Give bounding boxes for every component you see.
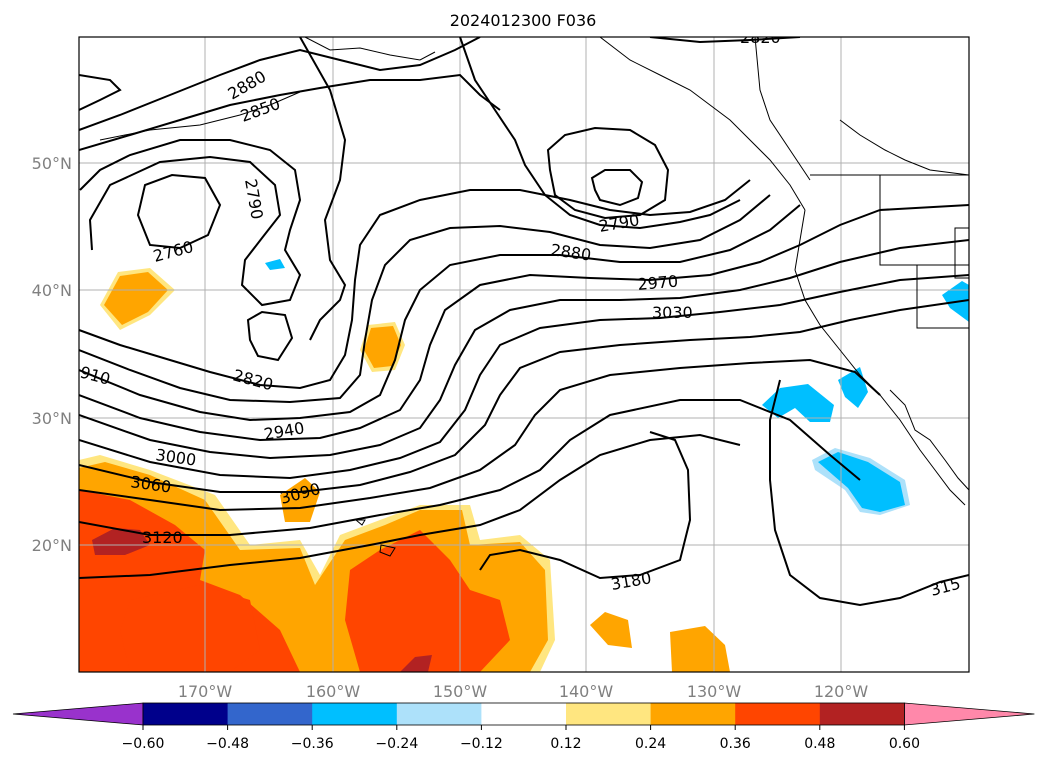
colorbar-segment [312, 703, 398, 725]
colorbar-tick-label: −0.24 [375, 736, 418, 752]
colorbar-tick-label: −0.48 [206, 736, 249, 752]
colorbar-tick-label: 0.12 [550, 736, 581, 752]
map-area: 2820 2880 2850 2790 2760 2790 2880 2970 … [79, 28, 969, 672]
colorbar-extend-max [904, 702, 1035, 726]
colorbar-tick-label: −0.36 [291, 736, 334, 752]
positive-anomaly-north [100, 268, 730, 672]
colorbar-segment [143, 703, 229, 725]
lon-label: 160°W [306, 682, 361, 701]
lat-label: 50°N [32, 154, 72, 173]
lon-label: 150°W [433, 682, 488, 701]
latitude-labels: 50°N 40°N 30°N 20°N [32, 154, 72, 555]
lon-label: 170°W [178, 682, 233, 701]
colorbar-segment [227, 703, 313, 725]
colorbar-tick-label: 0.48 [804, 736, 835, 752]
lon-label: 120°W [814, 682, 869, 701]
colorbar-tick-label: −0.12 [460, 736, 503, 752]
lon-label: 140°W [559, 682, 614, 701]
map-frame [78, 36, 970, 673]
longitude-labels: 170°W 160°W 150°W 140°W 130°W 120°W [178, 682, 869, 701]
lat-label: 30°N [32, 409, 72, 428]
colorbar-segment [481, 703, 567, 725]
colorbar-segment [566, 703, 652, 725]
colorbar-segment [819, 703, 905, 725]
colorbar-tick-label: 0.24 [635, 736, 666, 752]
positive-anomaly-southwest [79, 455, 555, 672]
contour-label: 2970 [637, 272, 679, 294]
colorbar: −0.60 −0.48 −0.36 −0.24 −0.12 0.12 0.24 0.36 0.4… [12, 702, 1035, 752]
colorbar-tick-label: 0.60 [889, 736, 920, 752]
height-contours [79, 37, 969, 607]
contour-label: 2820 [740, 28, 781, 47]
colorbar-outline [142, 702, 905, 726]
contour-label: 3120 [142, 528, 183, 547]
coastlines [99, 37, 969, 557]
colorbar-segment [650, 703, 736, 725]
colorbar-segment [735, 703, 821, 725]
map-title: 2024012300 F036 [450, 11, 597, 30]
lat-label: 40°N [32, 281, 72, 300]
lat-label: 20°N [32, 536, 72, 555]
colorbar-extend-min [12, 702, 144, 726]
contour-label: 3030 [652, 303, 693, 322]
colorbar-tick-label: −0.60 [122, 736, 165, 752]
colorbar-segment [396, 703, 482, 725]
colorbar-tick-label: 0.36 [720, 736, 751, 752]
lon-label: 130°W [687, 682, 742, 701]
